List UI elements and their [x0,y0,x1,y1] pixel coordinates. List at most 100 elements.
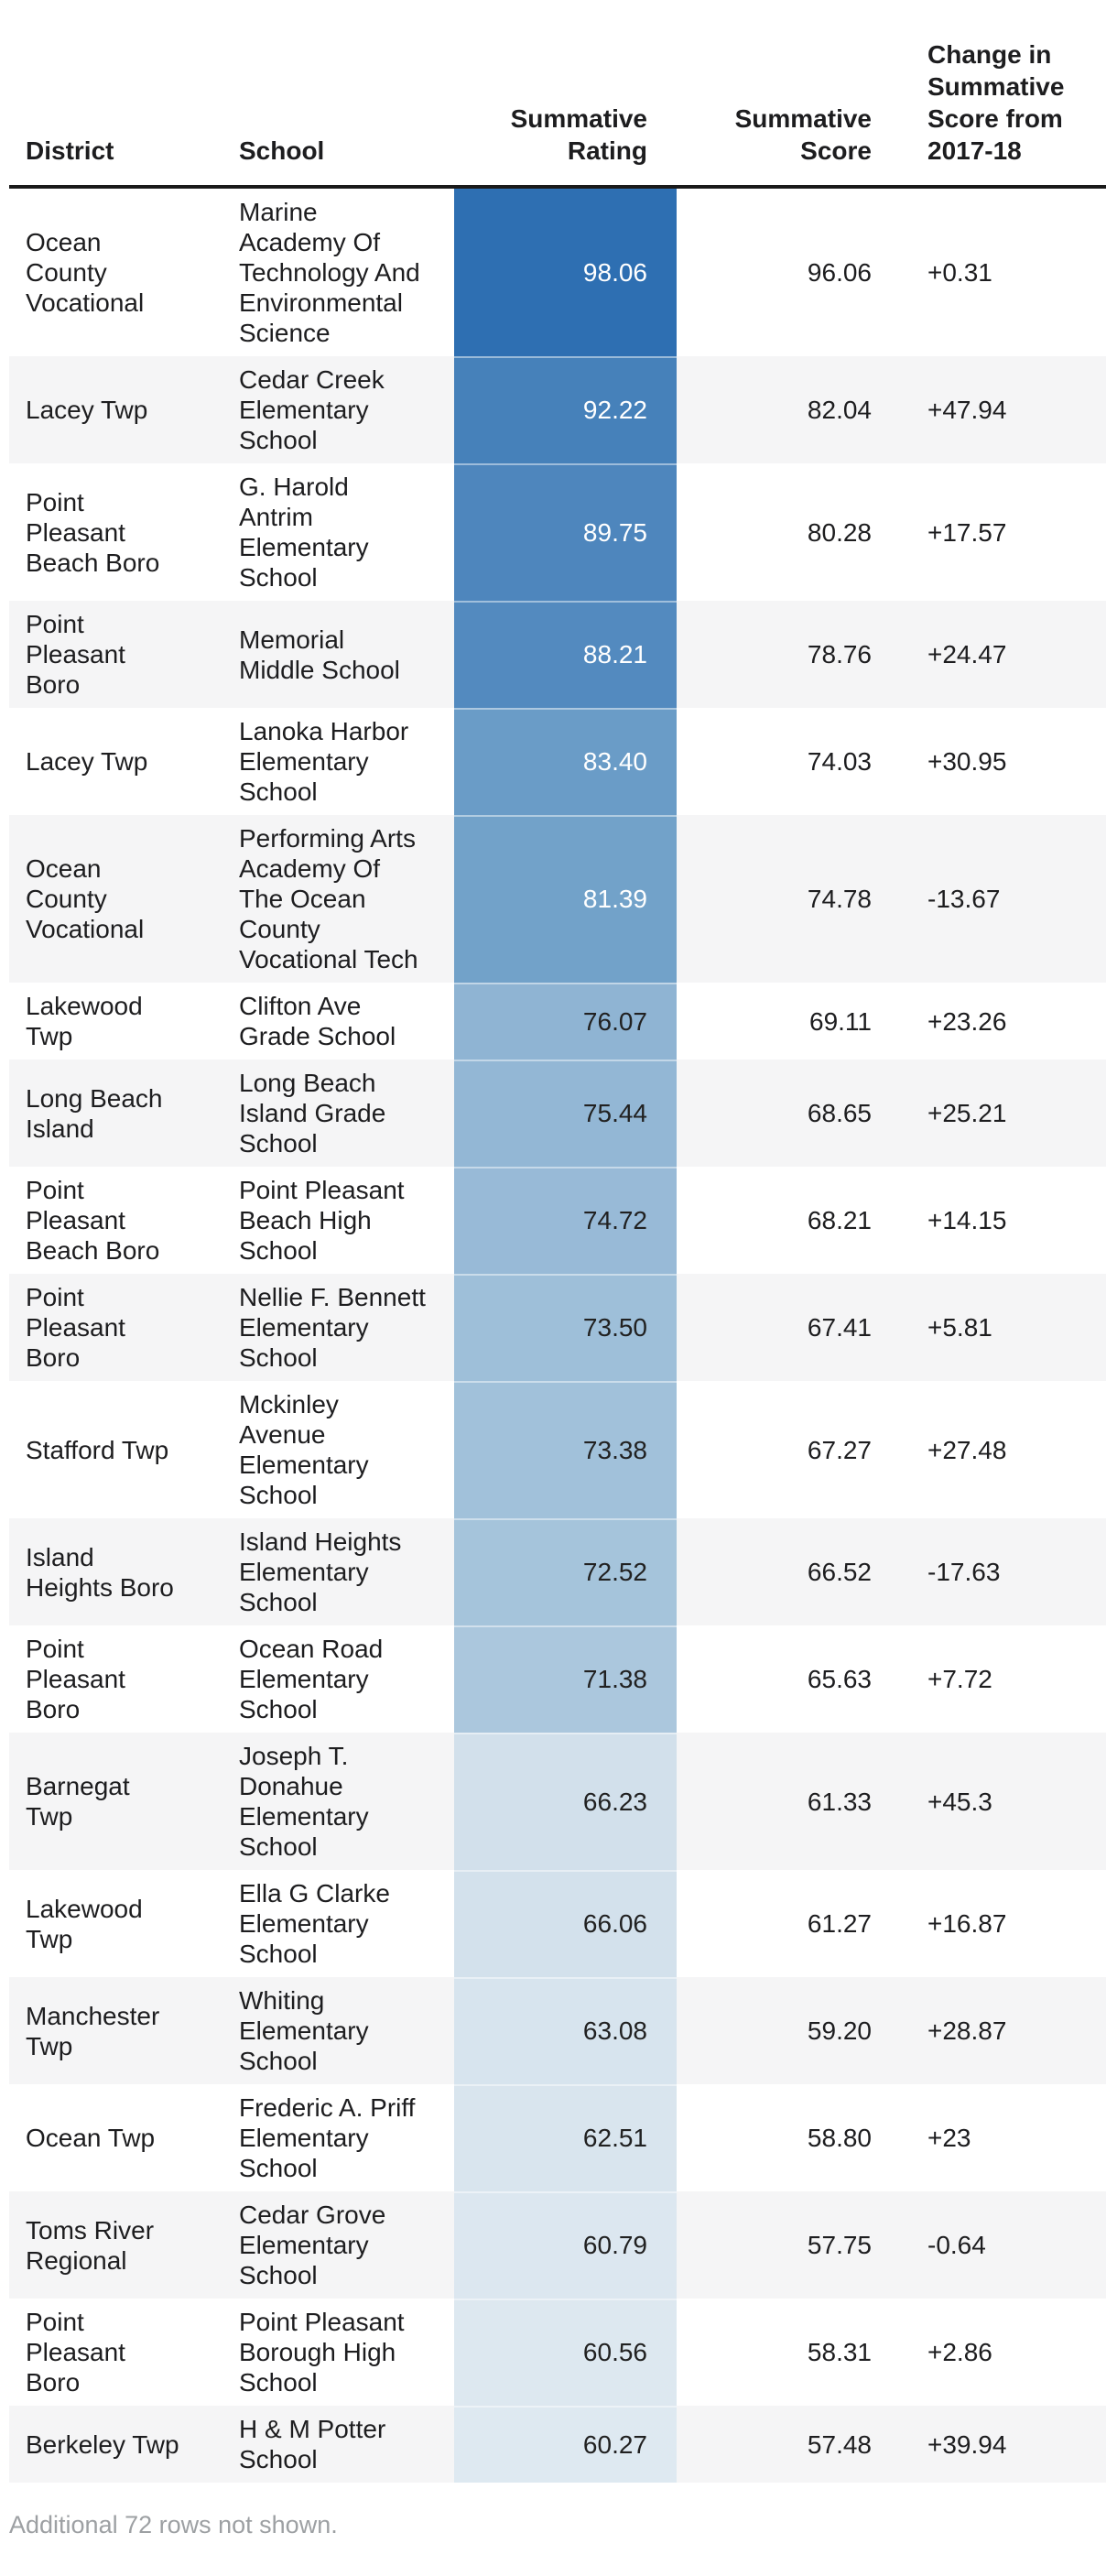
table-row: Lakewood Twp Ella G Clarke Elementary Sch… [9,1870,1106,1977]
table-row: Lakewood Twp Clifton Ave Grade School 76.0… [9,983,1106,1060]
school-cell: Memorial Middle School [239,625,400,684]
change-score-cell: +16.87 [927,1909,1007,1938]
table-row: Point Pleasant Boro Memorial Middle Schoo… [9,601,1106,708]
summative-score-cell: 58.31 [807,2338,872,2366]
column-header-school: School [239,0,454,189]
summative-rating-cell: 60.27 [454,2406,677,2483]
table-row: Island Heights Boro Island Heights Elemen… [9,1518,1106,1625]
table-row: Lacey Twp Cedar Creek Elementary School 92… [9,356,1106,463]
school-cell: Joseph T. Donahue Elementary School [239,1742,369,1861]
table-row: Long Beach Island Long Beach Island Grade… [9,1060,1106,1167]
district-cell: Lacey Twp [26,396,148,424]
district-cell: Lacey Twp [26,747,148,776]
change-score-cell: +2.86 [927,2338,992,2366]
change-score-cell: +47.94 [927,396,1007,424]
district-cell: Island Heights Boro [26,1542,174,1602]
table-row: Manchester Twp Whiting Elementary School 6… [9,1977,1106,2084]
school-cell: Nellie F. Bennett Elementary School [239,1283,426,1372]
change-score-cell: +25.21 [927,1099,1007,1127]
school-cell: Whiting Elementary School [239,1986,369,2075]
summative-rating-cell: 66.23 [454,1733,677,1870]
change-score-cell: +0.31 [927,258,992,287]
summative-score-cell: 80.28 [807,517,872,547]
district-cell: Manchester Twp [26,2001,160,2060]
summative-score-cell: 69.11 [809,1006,872,1036]
school-cell: H & M Potter School [239,2415,386,2473]
district-cell: Ocean County Vocational [26,228,145,317]
table-row: Barnegat Twp Joseph T. Donahue Elementary… [9,1733,1106,1870]
school-cell: Cedar Creek Elementary School [239,365,385,454]
summative-score-cell: 74.78 [807,885,872,913]
change-score-cell: +7.72 [927,1665,992,1693]
change-score-cell: -0.64 [927,2231,986,2259]
table-row: Berkeley Twp H & M Potter School 60.27 57.4… [9,2406,1106,2483]
district-cell: Long Beach Island [26,1083,163,1143]
schools-rating-table: District School Summative Rating Summati… [9,0,1106,2483]
table-row: Point Pleasant Beach Boro Point Pleasant … [9,1167,1106,1274]
school-cell: Clifton Ave Grade School [239,992,396,1050]
summative-rating-cell: 73.38 [454,1381,677,1518]
summative-rating-cell: 60.79 [454,2191,677,2299]
summative-score-cell: 65.63 [807,1665,872,1693]
school-cell: Cedar Grove Elementary School [239,2201,386,2289]
table-row: Ocean County Vocational Marine Academy Of… [9,187,1106,356]
footnote: Additional 72 rows not shown. [9,2511,338,2538]
table-header: District School Summative Rating Summati… [9,0,1106,189]
summative-score-cell: 74.03 [807,747,872,776]
school-cell: Marine Academy Of Technology And Environ… [239,198,420,347]
table-body: Ocean County Vocational Marine Academy Of… [9,187,1106,2483]
summative-score-cell: 68.65 [807,1099,872,1127]
summative-rating-cell: 81.39 [454,815,677,983]
summative-rating-cell: 92.22 [454,356,677,463]
school-cell: Lanoka Harbor Elementary School [239,717,409,806]
summative-rating-cell: 63.08 [454,1977,677,2084]
district-cell: Ocean County Vocational [26,854,145,943]
change-score-cell: +27.48 [927,1435,1007,1464]
change-score-cell: +5.81 [927,1313,992,1342]
summative-rating-cell: 74.72 [454,1167,677,1274]
district-cell: Point Pleasant Boro [26,2308,125,2397]
summative-score-cell: 58.80 [807,2124,872,2152]
change-score-cell: +14.15 [927,1206,1007,1234]
column-header-summative-score: Summative Score [677,0,886,189]
table-row: Toms River Regional Cedar Grove Elementar… [9,2191,1106,2299]
district-cell: Toms River Regional [26,2215,155,2275]
table-row: Point Pleasant Beach Boro G. Harold Antri… [9,463,1106,601]
table-header-row: District School Summative Rating Summati… [9,0,1106,189]
change-score-cell: +28.87 [927,2016,1007,2045]
district-cell: Berkeley Twp [26,2429,179,2459]
school-cell: Island Heights Elementary School [239,1527,402,1616]
summative-rating-cell: 83.40 [454,708,677,815]
school-cell: G. Harold Antrim Elementary School [239,473,369,592]
school-cell: Point Pleasant Borough High School [239,2308,405,2397]
district-cell: Lakewood Twp [26,992,143,1050]
district-cell: Point Pleasant Boro [26,1635,125,1723]
summative-rating-cell: 76.07 [454,983,677,1060]
summative-score-cell: 61.27 [807,1909,872,1938]
summative-rating-cell: 98.06 [454,187,677,356]
change-score-cell: +23 [927,2124,971,2152]
district-cell: Point Pleasant Boro [26,1283,125,1372]
summative-rating-cell: 60.56 [454,2299,677,2406]
summative-score-cell: 57.75 [807,2231,872,2259]
column-header-summative-rating: Summative Rating [454,0,677,189]
change-score-cell: +45.3 [927,1787,992,1816]
change-score-cell: -13.67 [927,885,1001,913]
summative-score-cell: 57.48 [807,2429,872,2459]
summative-rating-cell: 71.38 [454,1625,677,1733]
change-score-cell: +39.94 [927,2429,1007,2459]
school-cell: Long Beach Island Grade School [239,1069,386,1158]
change-score-cell: +23.26 [927,1006,1007,1036]
school-cell: Performing Arts Academy Of The Ocean Cou… [239,824,418,973]
change-score-cell: +24.47 [927,640,1007,668]
summative-score-cell: 66.52 [807,1558,872,1586]
summative-score-cell: 67.27 [807,1435,872,1464]
summative-rating-cell: 89.75 [454,463,677,601]
change-score-cell: -17.63 [927,1558,1001,1586]
column-header-change-from-2017-18: Change in Summative Score from 2017-18 [886,0,1106,189]
school-cell: Ella G Clarke Elementary School [239,1879,390,1968]
summative-score-cell: 96.06 [807,258,872,287]
table-row: Ocean County Vocational Performing Arts A… [9,815,1106,983]
table-row: Ocean Twp Frederic A. Priff Elementary Sc… [9,2084,1106,2191]
